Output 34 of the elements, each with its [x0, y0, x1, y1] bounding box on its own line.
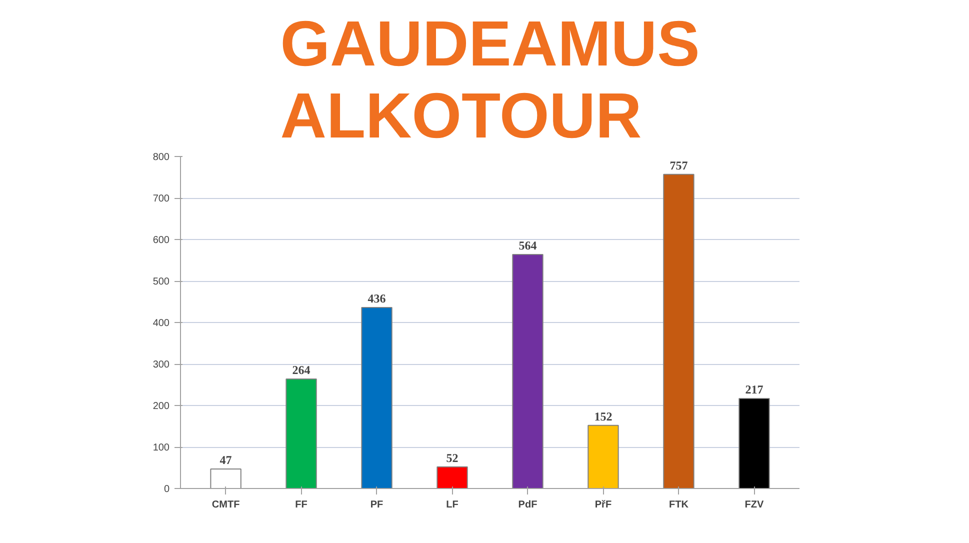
data-label: 757 — [670, 158, 688, 172]
bar — [738, 398, 770, 488]
y-tick-label: 100 — [152, 442, 170, 454]
data-label: 152 — [594, 409, 612, 424]
data-label: 52 — [446, 450, 458, 465]
data-label: 47 — [220, 452, 232, 467]
y-tick-label: 200 — [152, 401, 170, 412]
bar — [436, 466, 468, 488]
x-tick-label: PF — [370, 500, 384, 510]
data-label: 436 — [368, 292, 386, 306]
y-tick-label: 500 — [152, 276, 170, 288]
data-label: 217 — [745, 382, 764, 396]
bar — [512, 254, 544, 488]
bar — [361, 307, 392, 488]
x-tick-label: PdF — [518, 500, 538, 510]
bar — [286, 378, 317, 488]
y-tick-label: 300 — [152, 360, 170, 370]
y-tick-label: 800 — [152, 152, 170, 163]
data-label: 264 — [292, 362, 310, 377]
bar — [663, 174, 694, 488]
x-tick-label: FZV — [744, 500, 764, 510]
y-tick-label: 600 — [152, 235, 170, 246]
y-tick-label: 400 — [152, 318, 170, 329]
bar — [588, 424, 619, 488]
chart-title: GAUDEAMUS ALKOTOUR — [280, 8, 700, 152]
x-tick-label: FF — [295, 500, 308, 510]
x-tick-label: FTK — [669, 500, 690, 510]
x-tick-label: LF — [446, 500, 458, 510]
data-label: 564 — [518, 238, 537, 252]
y-tick-label: 0 — [164, 484, 170, 495]
x-tick-label: PřF — [594, 500, 612, 510]
x-tick-label: CMTF — [212, 500, 240, 510]
bar — [210, 468, 242, 488]
y-tick-label: 700 — [152, 194, 170, 204]
